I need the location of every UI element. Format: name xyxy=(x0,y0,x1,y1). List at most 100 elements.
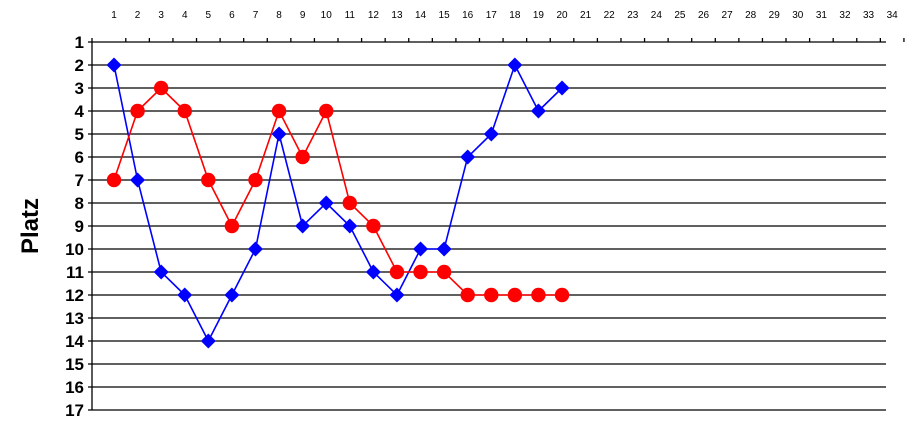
x-tick-label: 13 xyxy=(391,10,403,21)
data-point xyxy=(366,218,381,234)
data-point xyxy=(507,287,523,303)
data-point xyxy=(436,241,452,257)
data-point xyxy=(389,264,405,280)
y-tick-label: 15 xyxy=(65,355,84,374)
x-tick-label: 10 xyxy=(321,10,333,21)
data-point xyxy=(413,264,428,280)
data-point xyxy=(106,172,122,188)
x-tick-label: 18 xyxy=(509,10,521,21)
data-point xyxy=(248,172,263,188)
gridlines xyxy=(88,41,886,411)
y-tick-label: 14 xyxy=(65,332,84,351)
data-point xyxy=(318,195,334,211)
y-tick-label: 13 xyxy=(65,309,84,328)
y-tick-label: 1 xyxy=(75,33,84,52)
x-tick-label: 31 xyxy=(816,10,828,21)
x-tick-label: 21 xyxy=(580,10,592,21)
x-tick-label: 8 xyxy=(276,10,282,21)
data-point xyxy=(531,287,546,303)
y-axis-label: Platz xyxy=(17,198,44,254)
x-tick-label: 23 xyxy=(627,10,639,21)
x-tick-label: 12 xyxy=(368,10,380,21)
x-tick-label: 19 xyxy=(533,10,545,21)
x-tick-label: 30 xyxy=(792,10,804,21)
x-tick-label: 1 xyxy=(111,10,117,21)
y-tick-label: 5 xyxy=(75,125,84,144)
data-point xyxy=(153,80,169,96)
x-tick-label: 22 xyxy=(604,10,616,21)
data-point xyxy=(319,103,334,119)
series-1-line xyxy=(113,62,563,343)
x-tick-label: 7 xyxy=(253,10,259,21)
x-tick-label: 32 xyxy=(839,10,851,21)
axes xyxy=(91,38,905,410)
data-point xyxy=(271,126,287,142)
x-tick-label: 2 xyxy=(135,10,141,21)
data-point xyxy=(342,218,358,234)
y-tick-label: 17 xyxy=(65,401,84,420)
x-tick-label: 16 xyxy=(462,10,474,21)
data-point xyxy=(200,333,216,349)
x-tick-label: 6 xyxy=(229,10,235,21)
data-point xyxy=(224,287,240,303)
x-tick-label: 15 xyxy=(439,10,451,21)
y-tick-label: 16 xyxy=(65,378,84,397)
data-point xyxy=(177,287,193,303)
data-point xyxy=(483,126,499,142)
data-point xyxy=(460,287,475,303)
data-point xyxy=(554,287,570,303)
data-point xyxy=(530,103,546,119)
data-point xyxy=(247,241,263,257)
x-tick-label: 34 xyxy=(887,10,899,21)
data-point xyxy=(130,103,145,119)
data-point xyxy=(365,264,381,280)
x-tick-label: 33 xyxy=(863,10,875,21)
x-tick-labels: 1 2 3 4 5 6 7 8 9 10 11 12 13 14 15 16 17 18 19 20 21 22 23 24 2… xyxy=(111,10,898,21)
x-tick-label: 26 xyxy=(698,10,710,21)
y-tick-label: 11 xyxy=(66,263,84,282)
y-tick-label: 10 xyxy=(65,240,84,259)
data-point xyxy=(507,57,523,73)
data-point xyxy=(413,241,429,257)
x-tick-label: 27 xyxy=(722,10,734,21)
x-tick-label: 3 xyxy=(158,10,164,21)
x-tick-label: 11 xyxy=(345,10,356,21)
y-tick-label: 2 xyxy=(75,56,84,75)
y-tick-label: 7 xyxy=(75,171,84,190)
series-2-line xyxy=(113,86,563,296)
x-tick-label: 9 xyxy=(300,10,306,21)
data-point xyxy=(342,195,357,211)
data-point xyxy=(153,264,169,280)
y-tick-label: 4 xyxy=(75,102,85,121)
data-point xyxy=(436,264,452,280)
series xyxy=(106,57,570,349)
x-tick-label: 24 xyxy=(651,10,663,21)
data-point xyxy=(389,287,405,303)
series-2 xyxy=(106,80,570,303)
data-point xyxy=(106,57,122,73)
y-tick-label: 12 xyxy=(65,286,84,305)
data-point xyxy=(177,103,192,119)
series-1 xyxy=(106,57,570,349)
x-tick-label: 17 xyxy=(486,10,498,21)
data-point xyxy=(295,218,311,234)
data-point xyxy=(554,80,570,96)
y-tick-label: 3 xyxy=(75,79,84,98)
x-tick-label: 5 xyxy=(206,10,212,21)
data-point xyxy=(130,172,146,188)
data-point xyxy=(201,172,216,188)
data-point xyxy=(460,149,476,165)
y-tick-label: 9 xyxy=(75,217,84,236)
data-point xyxy=(484,287,499,303)
x-tick-label: 14 xyxy=(415,10,427,21)
x-tick-label: 29 xyxy=(769,10,781,21)
data-point xyxy=(295,149,310,165)
x-tick-label: 28 xyxy=(745,10,757,21)
x-tick-label: 20 xyxy=(556,10,568,21)
data-point xyxy=(271,103,287,119)
y-tick-label: 6 xyxy=(75,148,84,167)
data-point xyxy=(224,218,240,234)
y-tick-label: 8 xyxy=(75,194,84,213)
